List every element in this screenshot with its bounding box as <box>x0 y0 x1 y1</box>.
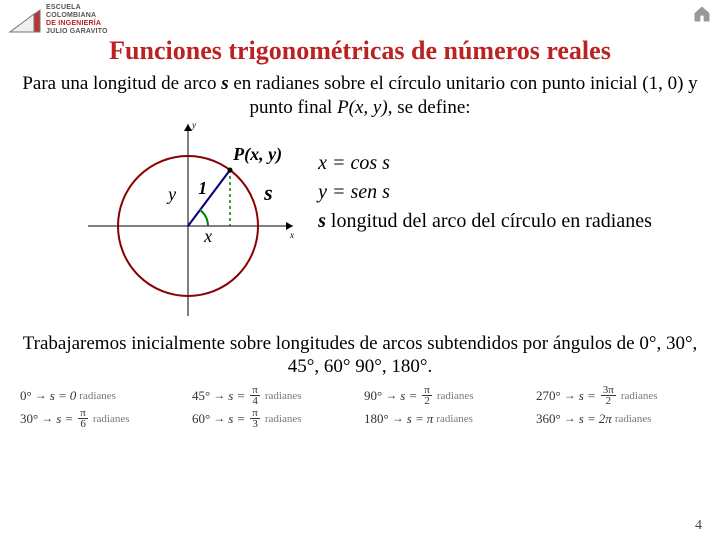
logo-text: ESCUELA COLOMBIANA DE INGENIERÍA JULIO G… <box>46 4 108 36</box>
diagram-one-label: 1 <box>198 178 207 199</box>
eq-s-explain: s longitud del arco del círculo en radia… <box>318 210 652 233</box>
intro-s: s <box>221 73 228 94</box>
eq-y: y = sen s <box>318 181 652 204</box>
page-number: 4 <box>695 518 702 534</box>
svg-text:y: y <box>191 120 196 130</box>
header: ESCUELA COLOMBIANA DE INGENIERÍA JULIO G… <box>0 0 720 36</box>
intro-text: Para una longitud de arco s en radianes … <box>0 72 720 120</box>
eq-y-r: = sen s <box>327 181 390 203</box>
inst-line1: ESCUELA <box>46 4 108 12</box>
mapping-grid: 0°→s = 0radianes 45°→s = π4radianes 90°→s … <box>0 379 720 435</box>
eq-s-l: s <box>318 210 326 232</box>
mapping-item: 60°→s = π3radianes <box>192 408 356 429</box>
diagram-point-label: P(x, y) <box>233 144 282 165</box>
svg-text:x: x <box>289 230 294 240</box>
diagram-x-label: x <box>204 226 212 247</box>
mapping-item: 90°→s = π2radianes <box>364 385 528 406</box>
diagram-s-label: s <box>264 180 273 206</box>
inst-line4: JULIO GARAVITO <box>46 28 108 36</box>
mapping-item: 360°→s = 2πradianes <box>536 408 700 429</box>
eq-s-txt: longitud del arco del círculo en radiane… <box>326 210 652 232</box>
page-title: Funciones trigonométricas de números rea… <box>0 36 720 66</box>
eq-x-l: x <box>318 152 327 174</box>
equations: x = cos s y = sen s s longitud del arco … <box>318 116 652 233</box>
unit-circle-diagram: x y P(x, y) y 1 s x <box>68 116 308 326</box>
eq-x-r: = cos s <box>327 152 390 174</box>
inst-line2: COLOMBIANA <box>46 12 108 20</box>
mapping-item: 180°→s = πradianes <box>364 408 528 429</box>
home-icon[interactable] <box>692 4 712 24</box>
inst-line3: DE INGENIERÍA <box>46 20 108 28</box>
text2: Trabajaremos inicialmente sobre longitud… <box>0 332 720 380</box>
eq-y-l: y <box>318 181 327 203</box>
mapping-item: 0°→s = 0radianes <box>20 385 184 406</box>
mapping-item: 45°→s = π4radianes <box>192 385 356 406</box>
diagram-y-label: y <box>168 184 176 205</box>
eq-x: x = cos s <box>318 152 652 175</box>
logo-shape <box>8 6 42 34</box>
mapping-item: 30°→s = π6radianes <box>20 408 184 429</box>
mid-row: x y P(x, y) y 1 s x x = cos s y = sen s … <box>0 116 720 326</box>
intro-pre: Para una longitud de arco <box>22 73 221 94</box>
logo: ESCUELA COLOMBIANA DE INGENIERÍA JULIO G… <box>8 4 108 36</box>
mapping-item: 270°→s = 3π2radianes <box>536 385 700 406</box>
